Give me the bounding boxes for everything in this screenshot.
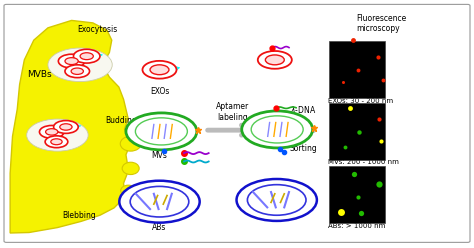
Circle shape (65, 65, 90, 78)
Text: labeling: labeling (217, 113, 247, 122)
Circle shape (242, 111, 313, 148)
Text: MVs: 200 - 1000 nm: MVs: 200 - 1000 nm (328, 159, 399, 165)
Text: microscopy: microscopy (356, 24, 400, 33)
Text: Budding: Budding (105, 116, 137, 124)
Text: ABs: ABs (152, 223, 167, 232)
Circle shape (73, 49, 100, 63)
Text: Blebbing: Blebbing (62, 211, 96, 220)
Circle shape (71, 68, 83, 74)
Circle shape (27, 119, 88, 151)
Text: Fluorescence: Fluorescence (356, 14, 407, 23)
Text: EXOs: 30 - 200 nm: EXOs: 30 - 200 nm (328, 98, 393, 104)
Circle shape (45, 136, 68, 148)
Text: Sorting: Sorting (289, 144, 317, 153)
Circle shape (237, 179, 317, 221)
Circle shape (51, 139, 62, 145)
Circle shape (126, 113, 197, 150)
Text: $\lambda$-DNA: $\lambda$-DNA (290, 104, 316, 115)
FancyBboxPatch shape (4, 4, 470, 242)
Text: EXOs: EXOs (150, 88, 169, 96)
Circle shape (119, 181, 200, 223)
Polygon shape (10, 20, 129, 233)
Circle shape (39, 125, 64, 138)
Circle shape (58, 54, 85, 68)
Circle shape (48, 48, 112, 82)
FancyBboxPatch shape (328, 166, 385, 223)
Circle shape (80, 53, 93, 60)
Circle shape (46, 129, 58, 135)
Text: Exocytosis: Exocytosis (77, 25, 118, 34)
Circle shape (150, 65, 169, 75)
Circle shape (143, 61, 176, 79)
FancyBboxPatch shape (328, 41, 385, 98)
Ellipse shape (120, 136, 141, 151)
Circle shape (60, 124, 72, 130)
Text: Aptamer: Aptamer (216, 102, 249, 111)
FancyBboxPatch shape (328, 103, 385, 160)
Circle shape (65, 58, 78, 64)
Circle shape (265, 55, 284, 65)
Circle shape (258, 51, 292, 69)
Circle shape (130, 186, 189, 217)
Circle shape (247, 185, 306, 215)
Circle shape (54, 121, 78, 133)
Text: MVBs: MVBs (27, 70, 52, 79)
Circle shape (136, 118, 187, 145)
Text: ABs: > 1000 nm: ABs: > 1000 nm (328, 223, 385, 229)
Ellipse shape (122, 162, 139, 175)
Circle shape (251, 116, 303, 143)
Text: MVs: MVs (152, 151, 167, 160)
Ellipse shape (121, 185, 136, 196)
